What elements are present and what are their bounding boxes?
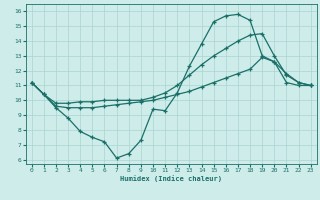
X-axis label: Humidex (Indice chaleur): Humidex (Indice chaleur) [120,175,222,182]
